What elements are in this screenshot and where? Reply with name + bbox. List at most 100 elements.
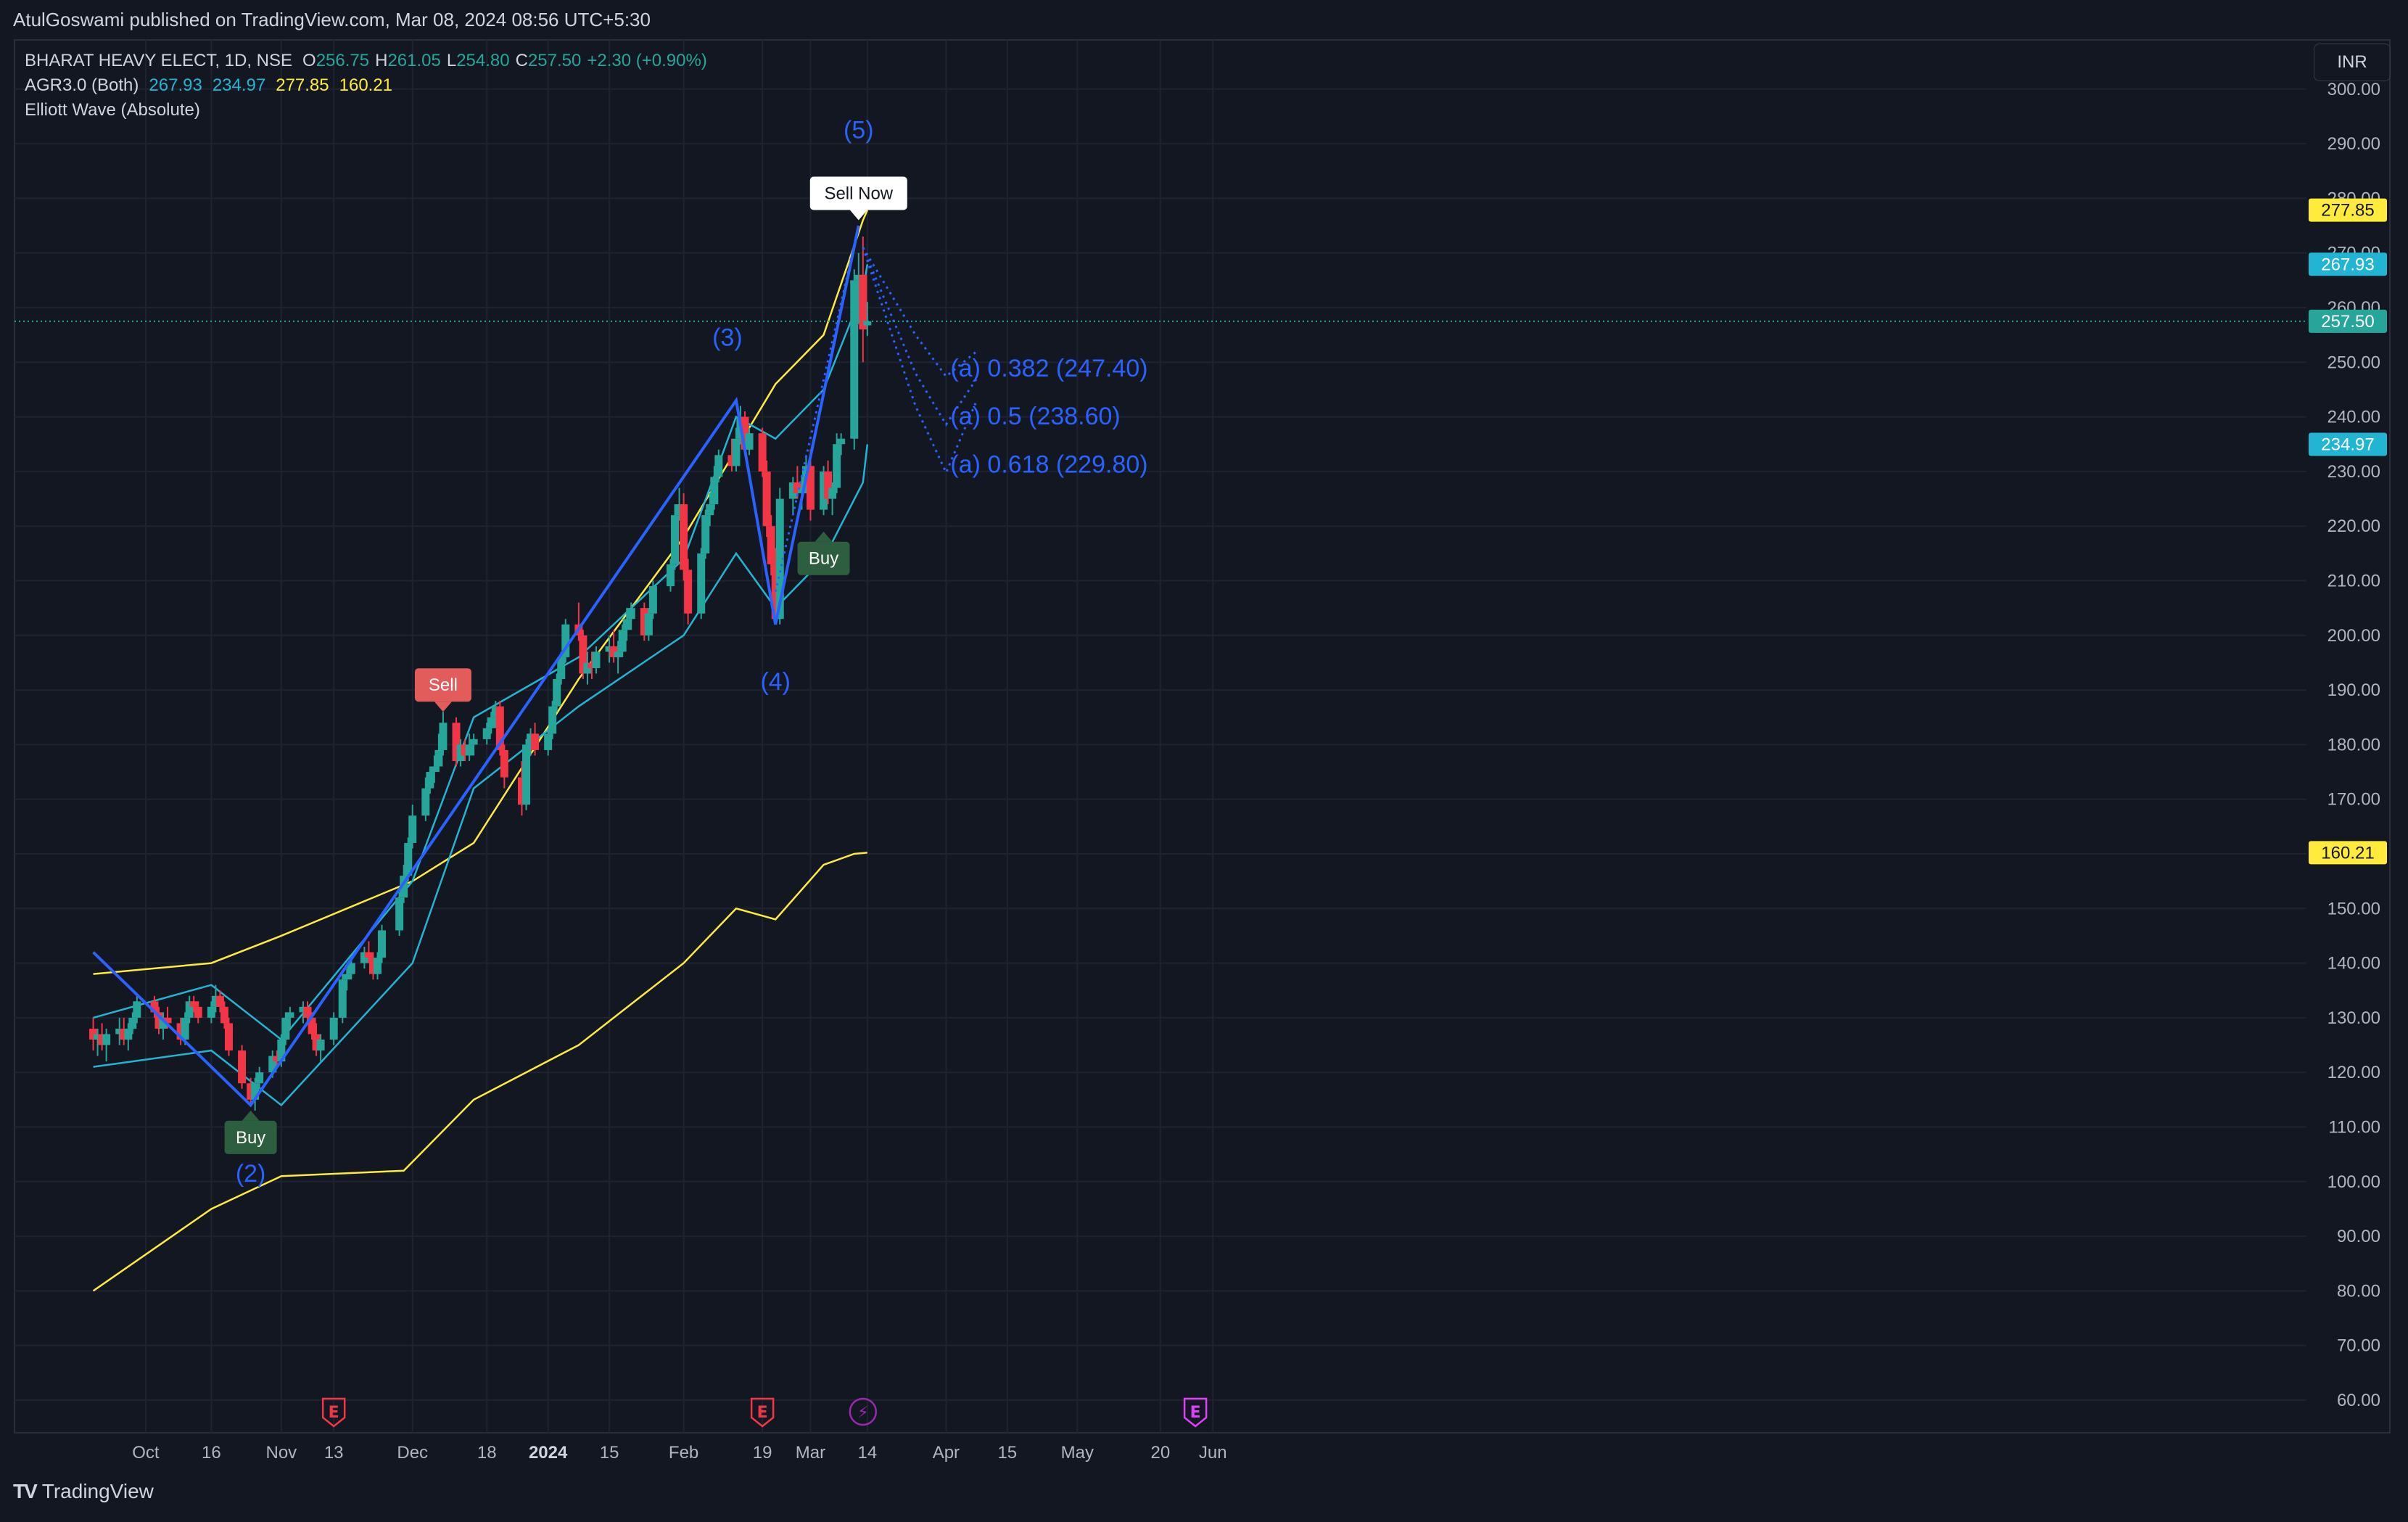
price-label-bg bbox=[2309, 309, 2387, 333]
y-tick-label: 300.00 bbox=[2327, 80, 2380, 99]
ohlc-change: +2.30 (+0.90%) bbox=[587, 51, 707, 70]
signal-label: Buy bbox=[236, 1128, 265, 1148]
candle-body bbox=[404, 842, 413, 876]
signal-label: Sell Now bbox=[824, 184, 893, 204]
candle-body bbox=[102, 1034, 111, 1045]
sell-signal[interactable]: Sell bbox=[414, 668, 471, 712]
earnings-icon[interactable]: E bbox=[321, 1397, 346, 1428]
candle-body bbox=[640, 608, 648, 635]
candle-body bbox=[400, 876, 408, 898]
candle-body bbox=[224, 1023, 233, 1051]
candle-body bbox=[561, 624, 570, 657]
candle-body bbox=[701, 515, 710, 554]
x-axis[interactable]: Oct 16 Nov 13 Dec 18 2024 15 Feb 19 Mar 14 Apr 15 May 2… bbox=[132, 1443, 1226, 1463]
buy-signal[interactable]: Buy bbox=[224, 1110, 277, 1154]
price-axis-label: 234.97 bbox=[2309, 432, 2387, 456]
candle-body bbox=[426, 772, 434, 789]
y-tick-label: 190.00 bbox=[2327, 680, 2380, 700]
candle-body bbox=[194, 1006, 202, 1018]
marker-glyph: E bbox=[757, 1404, 768, 1422]
x-tick-label: 15 bbox=[600, 1443, 619, 1463]
y-tick-label: 240.00 bbox=[2327, 408, 2380, 427]
candle-body bbox=[793, 482, 801, 494]
buy-signal[interactable]: Buy bbox=[797, 531, 850, 575]
candle-body bbox=[299, 1006, 308, 1013]
candle-body bbox=[500, 749, 508, 778]
ohlc-open-value: 256.75 bbox=[316, 51, 370, 70]
x-tick-label: Dec bbox=[397, 1443, 428, 1463]
y-axis[interactable]: 60.00 70.00 80.00 90.00 100.00 110.00 120.00 13… bbox=[2327, 80, 2380, 1410]
price-axis-label: 267.93 bbox=[2309, 252, 2387, 276]
earnings-icon[interactable]: E bbox=[1183, 1397, 1208, 1428]
signal-label: Sell bbox=[429, 675, 458, 695]
price-label-bg bbox=[2309, 432, 2387, 456]
x-tick-label: 13 bbox=[324, 1443, 344, 1463]
candle-body bbox=[797, 488, 806, 494]
candle-body bbox=[421, 788, 430, 816]
tradingview-footer[interactable]: TV TradingView bbox=[13, 1480, 154, 1503]
signal-badge bbox=[414, 668, 471, 702]
candle-body bbox=[163, 1017, 172, 1024]
candle-body bbox=[373, 958, 382, 974]
signal-pointer bbox=[434, 702, 452, 712]
x-tick-label: 14 bbox=[857, 1443, 877, 1463]
symbol-name[interactable]: BHARAT HEAVY ELECT, 1D, NSE bbox=[25, 51, 293, 70]
ohlc-close: C257.50 bbox=[516, 51, 582, 70]
y-tick-label: 100.00 bbox=[2327, 1172, 2380, 1192]
candle-body bbox=[553, 679, 561, 707]
currency-button[interactable]: INR bbox=[2314, 44, 2391, 81]
candle-body bbox=[408, 815, 417, 843]
candle-body bbox=[837, 438, 846, 445]
candle-body bbox=[128, 1017, 137, 1029]
price-axis-label: 160.21 bbox=[2309, 841, 2387, 865]
x-tick-label: May bbox=[1061, 1443, 1094, 1463]
candle-body bbox=[115, 1028, 124, 1034]
candle-body bbox=[775, 498, 784, 620]
ohlc-low: L254.80 bbox=[447, 51, 510, 70]
earnings-icon[interactable]: E bbox=[750, 1397, 775, 1428]
price-axis-label: 277.85 bbox=[2309, 198, 2387, 222]
candle-body bbox=[238, 1050, 247, 1084]
candles bbox=[89, 236, 872, 1111]
wave-label: (4) bbox=[760, 668, 791, 696]
candle-body bbox=[434, 749, 443, 767]
fib-label: (a) 0.5 (238.60) bbox=[950, 403, 1120, 430]
ohlc-open: O256.75 bbox=[302, 51, 369, 70]
marker-shape bbox=[1183, 1397, 1208, 1428]
candle-body bbox=[491, 706, 500, 717]
x-tick-label: Jun bbox=[1199, 1443, 1227, 1463]
price-label-bg bbox=[2309, 841, 2387, 865]
candle-body bbox=[176, 1023, 185, 1040]
price-label-bg bbox=[2309, 198, 2387, 222]
elliott-wave-line bbox=[862, 247, 978, 427]
candle-body bbox=[684, 569, 693, 614]
dividend-lightning-icon[interactable]: ⚡ bbox=[849, 1397, 878, 1426]
candle-body bbox=[614, 651, 622, 657]
candle-body bbox=[482, 728, 491, 739]
ohlc-close-label: C bbox=[515, 51, 528, 70]
y-tick-label: 110.00 bbox=[2328, 1118, 2380, 1138]
candle-body bbox=[154, 1012, 163, 1029]
signal-badge bbox=[797, 541, 850, 575]
candle-body bbox=[465, 744, 474, 756]
marker-glyph: E bbox=[329, 1404, 339, 1422]
candle-body bbox=[364, 952, 373, 958]
signal-pointer bbox=[849, 210, 867, 221]
elliott-legend[interactable]: Elliott Wave (Absolute) bbox=[25, 100, 210, 120]
candle-body bbox=[522, 744, 531, 805]
y-tick-label: 150.00 bbox=[2327, 899, 2380, 918]
sellnow-signal[interactable]: Sell Now bbox=[809, 176, 907, 221]
candle-body bbox=[788, 482, 797, 499]
candle-body bbox=[124, 1028, 133, 1040]
wave-label: (3) bbox=[712, 324, 743, 352]
agr-legend[interactable]: AGR3.0 (Both) 267.93 234.97 277.85 160.21 bbox=[25, 75, 403, 96]
agr-value-2: 234.97 bbox=[212, 75, 266, 95]
candle-body bbox=[527, 733, 535, 745]
candle-body bbox=[544, 733, 553, 750]
elliott-wave-line bbox=[92, 225, 860, 1108]
candle-body bbox=[579, 635, 587, 674]
agr-value-4: 160.21 bbox=[339, 75, 393, 95]
x-tick-label: 15 bbox=[997, 1443, 1017, 1463]
candle-body bbox=[338, 979, 347, 1018]
